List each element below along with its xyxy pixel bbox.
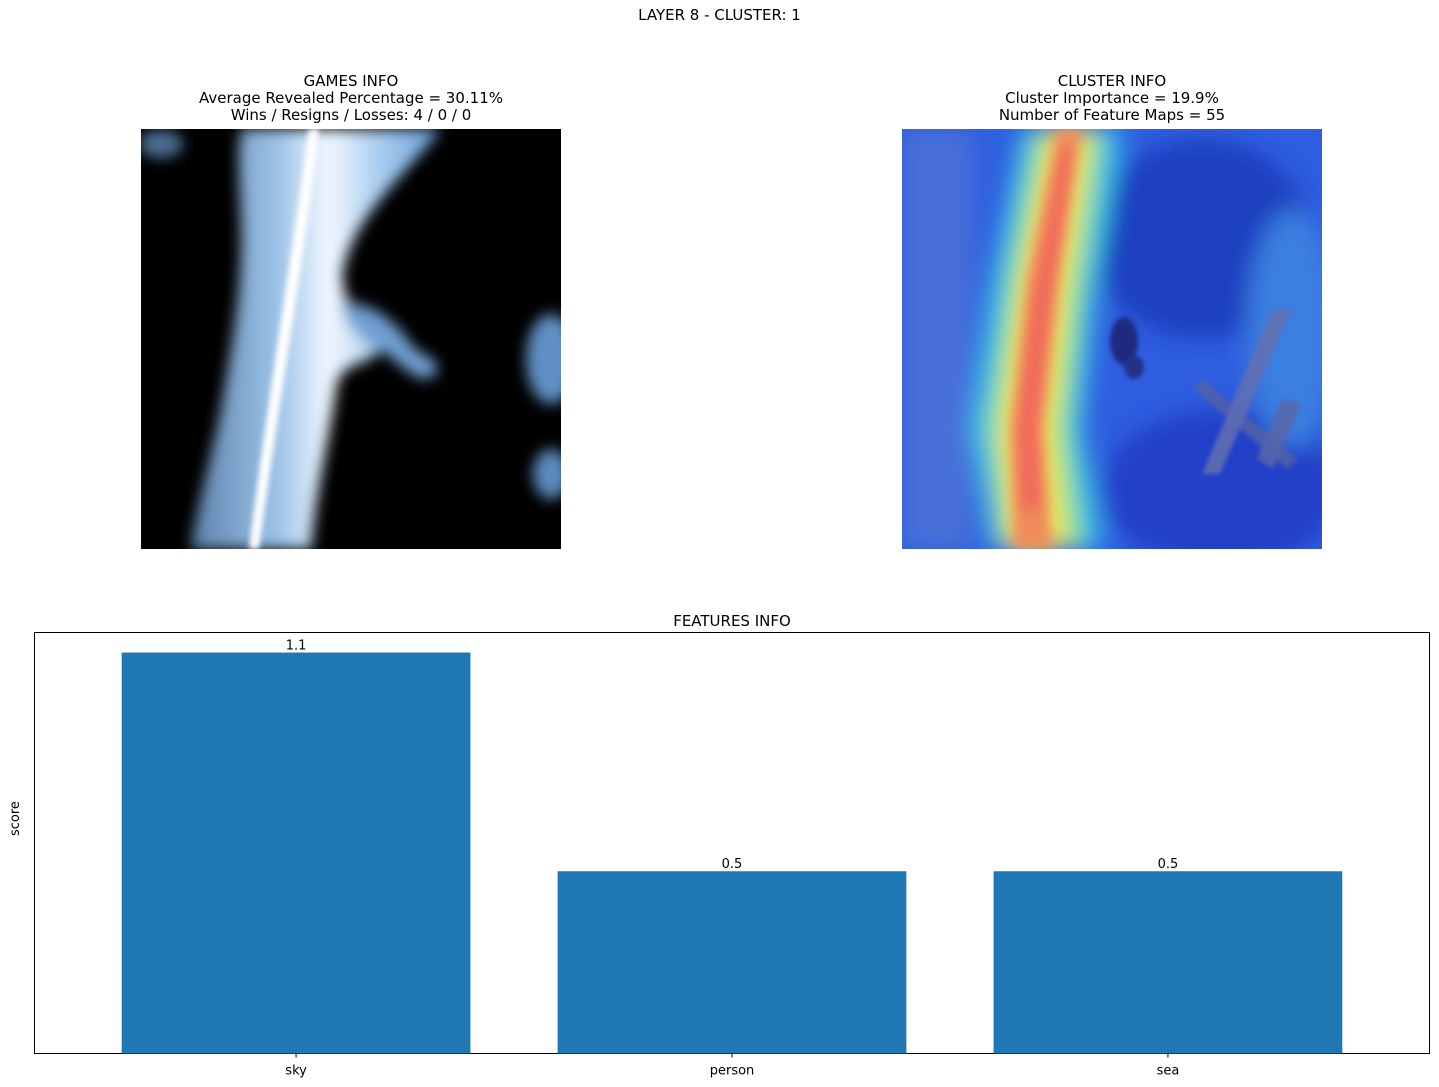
x-tick-label-sea: sea [1157, 1064, 1180, 1079]
bar-value-label-sea: 0.5 [1158, 857, 1179, 872]
x-tick-label-sky: sky [285, 1064, 307, 1079]
figure-suptitle: LAYER 8 - CLUSTER: 1 [638, 6, 801, 24]
revealed-image [141, 129, 561, 549]
cluster-info-heading: CLUSTER INFO [1057, 72, 1167, 90]
bar-value-label-sky: 1.1 [286, 639, 307, 654]
number-of-feature-maps: Number of Feature Maps = 55 [998, 106, 1226, 124]
x-tick-label-person: person [710, 1064, 755, 1079]
average-revealed-percentage: Average Revealed Percentage = 30.11% [198, 89, 503, 107]
bar-person [557, 871, 907, 1054]
cluster-info-title: CLUSTER INFO Cluster Importance = 19.9% … [852, 73, 1372, 124]
bar-value-label-person: 0.5 [722, 857, 743, 872]
heatmap-overlay-image [902, 129, 1322, 549]
bar-sky [121, 652, 471, 1054]
games-info-title: GAMES INFO Average Revealed Percentage =… [91, 73, 611, 124]
games-info-heading: GAMES INFO [303, 72, 399, 90]
bar-sea [993, 871, 1343, 1054]
cluster-importance: Cluster Importance = 19.9% [1005, 89, 1219, 107]
chart-title: FEATURES INFO [673, 612, 791, 630]
wins-resigns-losses: Wins / Resigns / Losses: 4 / 0 / 0 [230, 106, 472, 124]
